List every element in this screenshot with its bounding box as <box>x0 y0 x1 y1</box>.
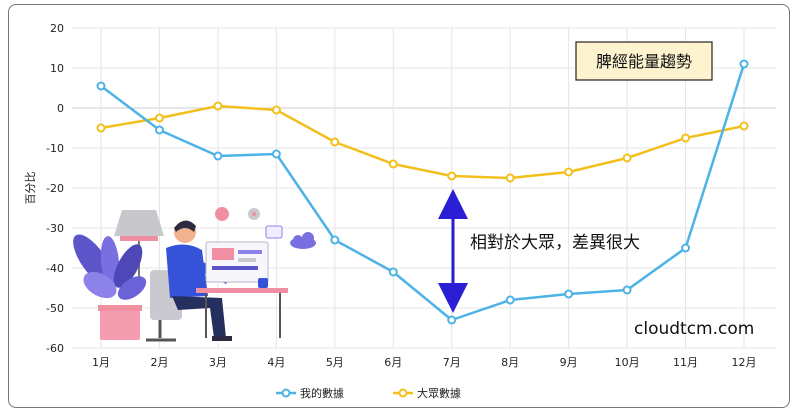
legend-swatch-marker <box>398 388 408 398</box>
watermark: cloudtcm.com <box>634 319 754 339</box>
legend: 我的數據 大眾數據 <box>276 386 461 400</box>
chart-title-box <box>575 41 713 81</box>
y-axis-label: 百分比 <box>24 172 37 205</box>
x-tick-label: 1月 <box>92 356 110 369</box>
data-point <box>447 171 457 181</box>
series-line-1 <box>100 104 745 180</box>
x-tick-label: 3月 <box>209 356 227 369</box>
data-point <box>681 243 691 253</box>
y-tick-label: 20 <box>50 22 64 35</box>
y-tick-label: -50 <box>46 302 64 315</box>
y-tick-label: -40 <box>46 262 64 275</box>
data-point <box>388 267 398 277</box>
series-line-0 <box>100 63 746 322</box>
x-tick-label: 11月 <box>673 356 698 369</box>
data-point <box>330 235 340 245</box>
y-tick-label: -60 <box>46 342 64 355</box>
x-axis-ticks: 1月 2月 3月 4月 5月 6月 7月 8月 9月 10月 11月 12月 <box>92 356 757 369</box>
data-point <box>96 81 106 91</box>
x-tick-label: 6月 <box>384 356 402 369</box>
data-point <box>447 315 457 325</box>
x-tick-label: 9月 <box>560 356 578 369</box>
data-point <box>154 125 164 135</box>
x-tick-label: 7月 <box>443 356 461 369</box>
data-point <box>564 289 574 299</box>
data-point <box>96 123 106 133</box>
data-point <box>622 285 632 295</box>
x-tick-label: 5月 <box>326 356 344 369</box>
y-tick-label: 0 <box>57 102 64 115</box>
data-point <box>739 121 749 131</box>
data-point <box>505 295 515 305</box>
y-tick-label: -10 <box>46 142 64 155</box>
data-point <box>505 173 515 183</box>
y-tick-label: 10 <box>50 62 64 75</box>
x-tick-label: 8月 <box>501 356 519 369</box>
data-point <box>739 59 749 69</box>
chart-title: 脾經能量趨勢 <box>596 52 692 71</box>
data-point <box>271 149 281 159</box>
data-point <box>330 137 340 147</box>
y-tick-label: -30 <box>46 222 64 235</box>
x-tick-label: 2月 <box>150 356 168 369</box>
data-point <box>681 133 691 143</box>
data-point <box>213 101 223 111</box>
legend-label: 大眾數據 <box>417 386 461 400</box>
x-tick-label: 10月 <box>615 356 640 369</box>
legend-label: 我的數據 <box>300 386 344 400</box>
legend-swatch-marker <box>281 388 291 398</box>
data-point <box>271 105 281 115</box>
y-axis-ticks: 20 10 0 -10 -20 -30 -40 -50 -60 <box>46 22 64 355</box>
office-illustration <box>73 207 316 342</box>
data-point <box>564 167 574 177</box>
data-point <box>154 113 164 123</box>
difference-annotation: 相對於大眾，差異很大 <box>470 233 640 253</box>
x-tick-label: 4月 <box>267 356 285 369</box>
x-tick-label: 12月 <box>732 356 757 369</box>
y-tick-label: -20 <box>46 182 64 195</box>
data-point <box>213 151 223 161</box>
series <box>96 59 749 325</box>
data-point <box>622 153 632 163</box>
data-point <box>388 159 398 169</box>
